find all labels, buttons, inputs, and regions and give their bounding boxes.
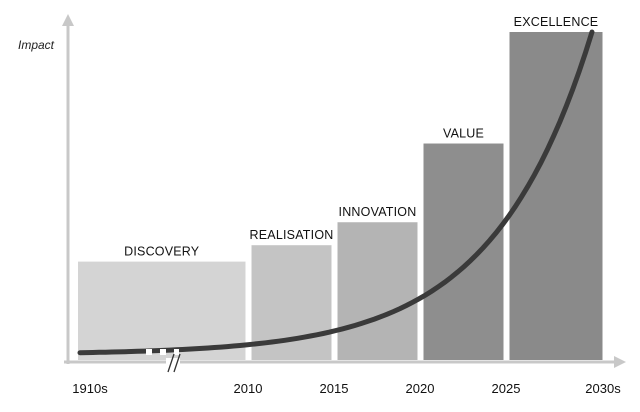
bar-excellence: [509, 32, 603, 360]
x-tick-labels: 1910s 2010 2015 2020 2025 2030s: [72, 381, 621, 396]
bar-discovery: [78, 261, 246, 360]
x-axis-arrowhead: [614, 356, 626, 368]
axis-break-gap: [166, 358, 180, 367]
axis-break-mark-2: [173, 353, 181, 373]
y-axis-title: Impact: [18, 38, 55, 52]
x-tick-2020: 2020: [406, 381, 435, 396]
bar-innovation: [337, 222, 418, 360]
x-tick-2010: 2010: [234, 381, 263, 396]
trend-curve-layer: [77, 29, 595, 356]
phase-labels: DISCOVERY REALISATION INNOVATION VALUE EXCEL…: [124, 15, 598, 259]
x-tick-2030s: 2030s: [585, 381, 621, 396]
phase-label-value: VALUE: [443, 127, 484, 141]
x-tick-2025: 2025: [492, 381, 521, 396]
phase-label-innovation: INNOVATION: [339, 205, 417, 219]
bar-value: [423, 143, 504, 360]
x-tick-2015: 2015: [320, 381, 349, 396]
phase-label-excellence: EXCELLENCE: [514, 15, 599, 29]
axes: [62, 14, 626, 373]
y-axis-arrowhead: [62, 14, 74, 26]
phase-label-realisation: REALISATION: [250, 228, 334, 242]
phase-label-discovery: DISCOVERY: [124, 245, 200, 259]
phase-bars: [78, 32, 603, 360]
axis-break-mark-1: [167, 353, 175, 373]
x-tick-1910s: 1910s: [72, 381, 108, 396]
